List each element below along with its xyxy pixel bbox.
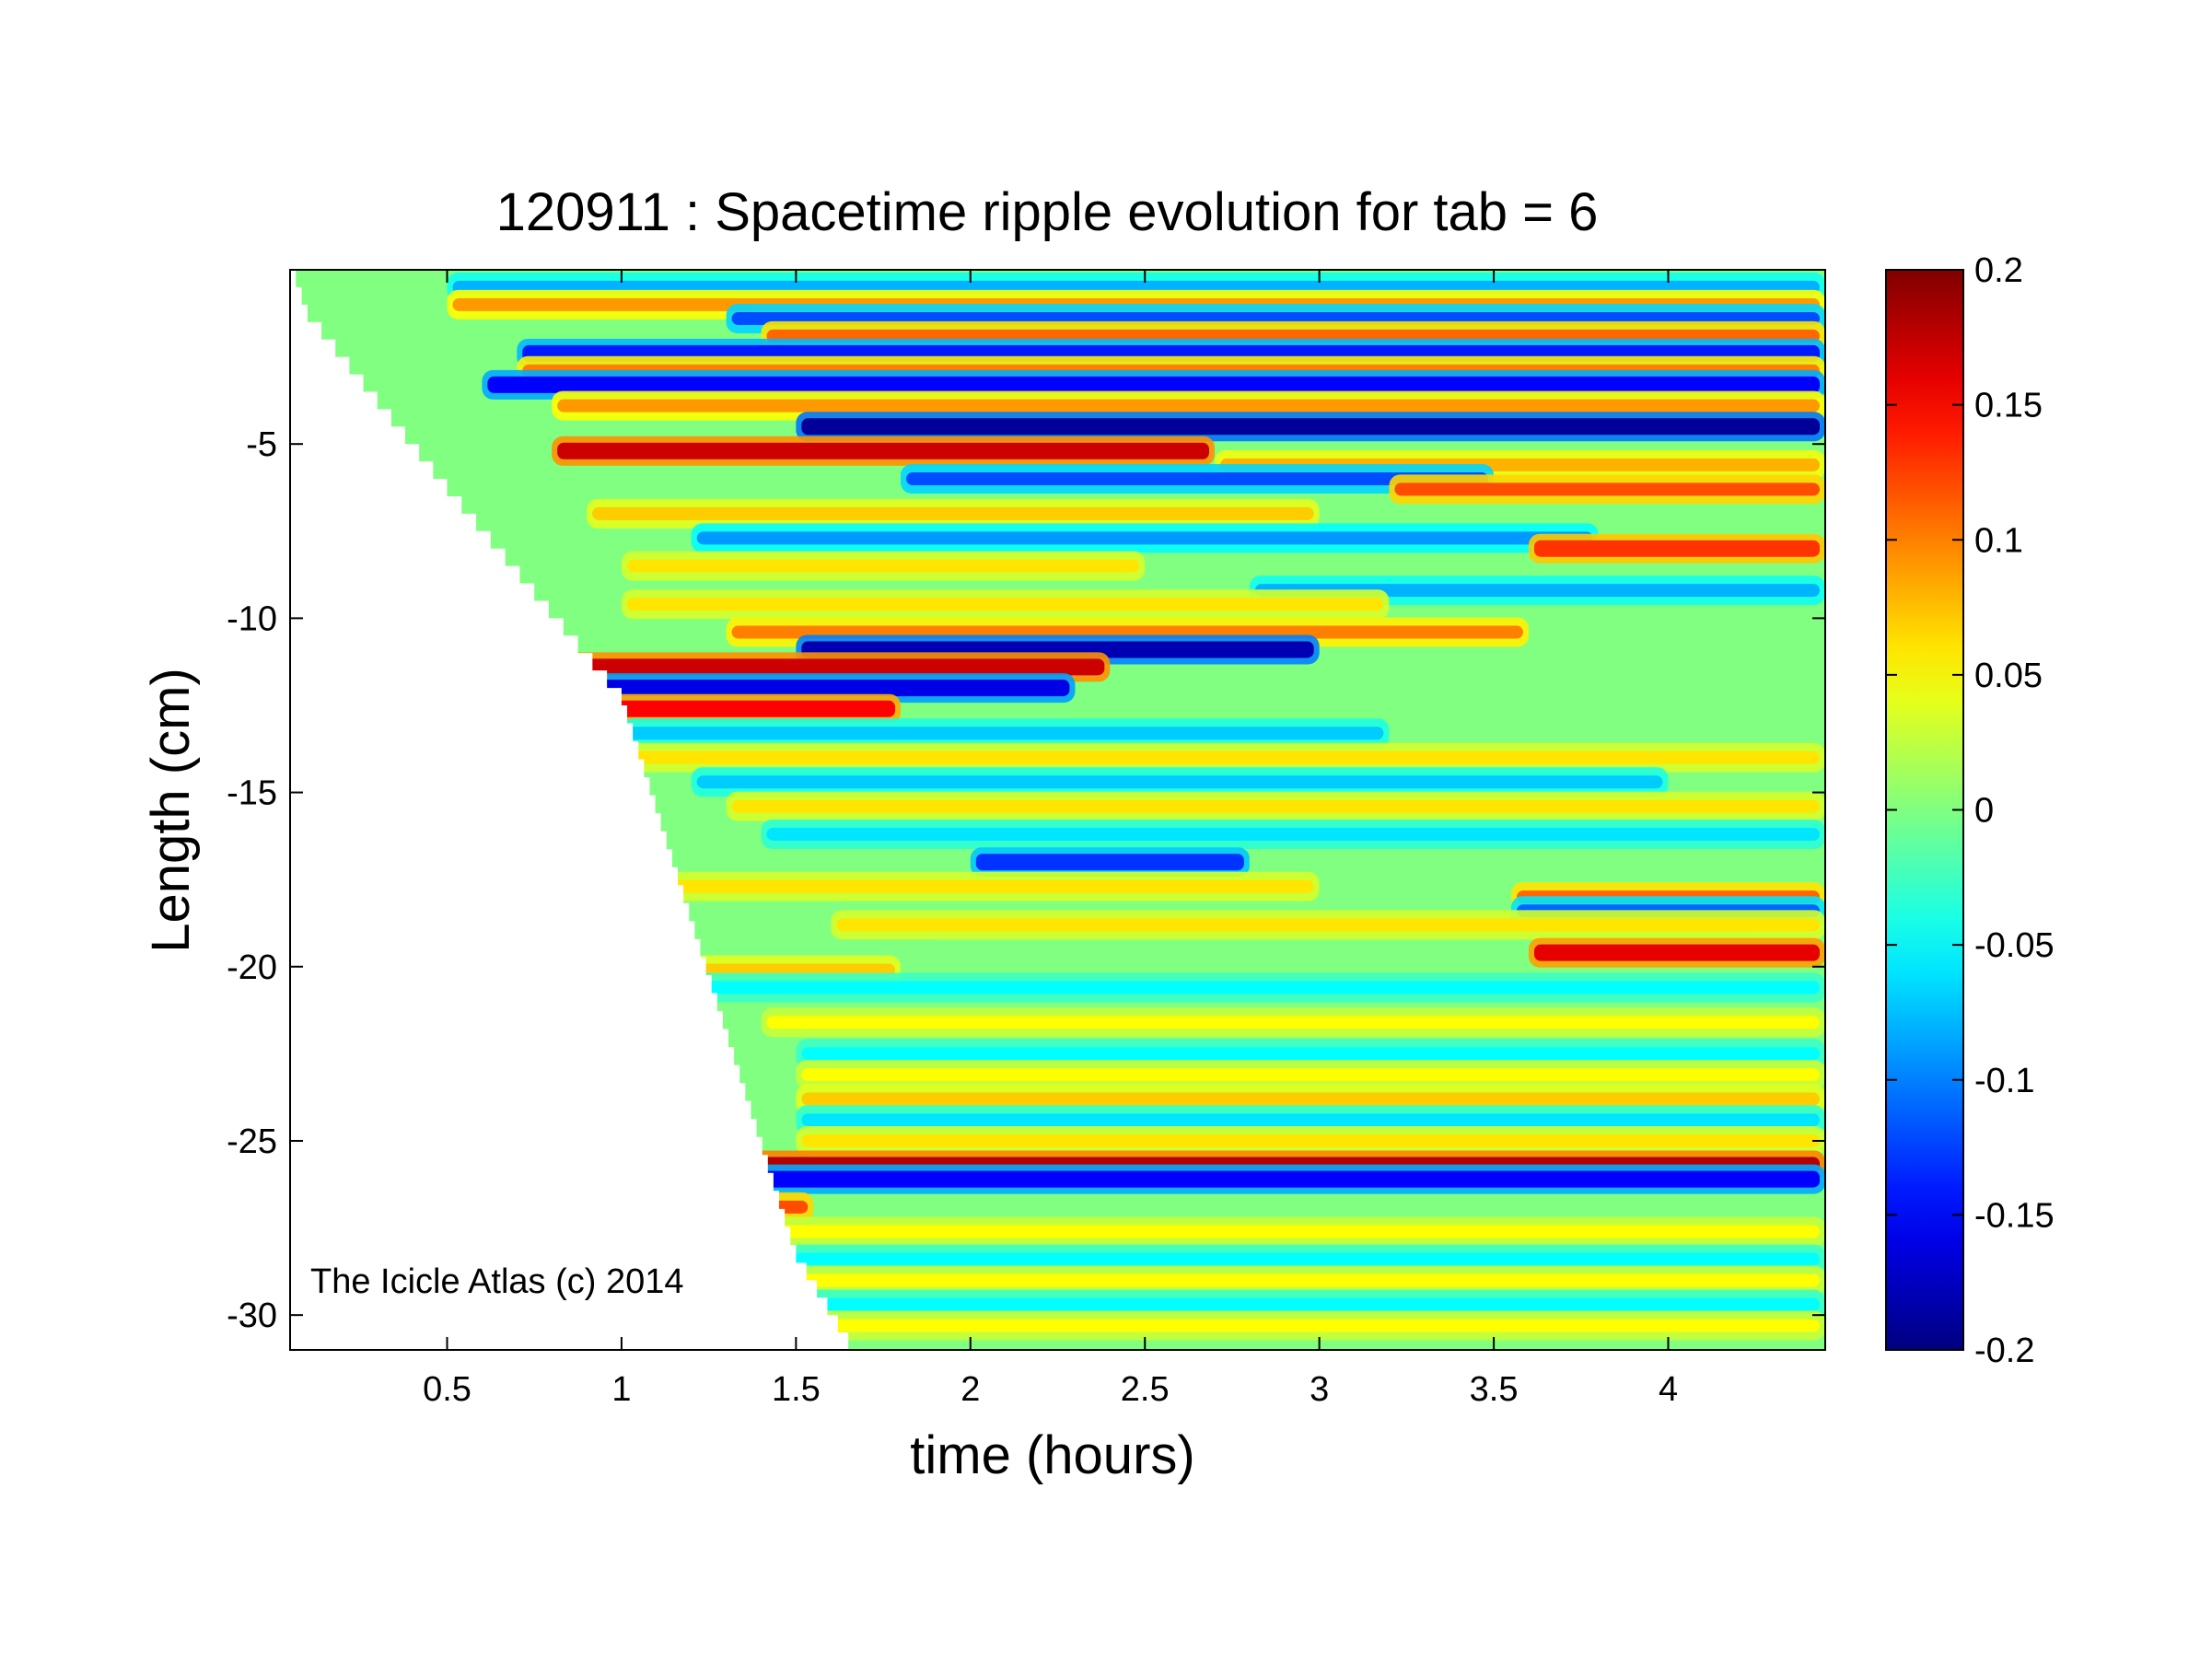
y-tick-label: -25 xyxy=(227,1122,277,1161)
ripple-band xyxy=(801,1047,1820,1061)
ripple-band xyxy=(696,775,1663,789)
ripple-band xyxy=(801,1092,1820,1106)
x-axis-ticks: 0.5 1 1.5 2 2.5 3 3.5 4 xyxy=(423,270,1678,1409)
ripple-band xyxy=(557,700,896,717)
ripple-band xyxy=(766,827,1821,841)
ripple-band xyxy=(975,854,1244,871)
ripple-band xyxy=(731,1170,1820,1188)
heatmap xyxy=(290,270,1825,1350)
ripple-band xyxy=(836,918,1820,932)
x-tick-label: 3.5 xyxy=(1470,1370,1519,1409)
ripple-band xyxy=(557,442,1209,459)
ripple-band xyxy=(696,981,1821,994)
ripple-band xyxy=(522,680,1070,697)
ripple-band xyxy=(626,879,1314,893)
colorbar-ticks: 0.2 0.15 0.1 0.05 0 -0.05 -0.1 -0.15 -0.2 xyxy=(1886,251,2055,1370)
ripple-band xyxy=(626,559,1140,573)
y-tick-label: -15 xyxy=(227,774,277,813)
ripple-band xyxy=(626,750,1821,764)
y-axis-label: Length (cm) xyxy=(141,668,201,952)
colorbar-tick-label: 0.1 xyxy=(1974,521,2023,560)
ripple-band xyxy=(592,506,1314,520)
y-tick-label: -10 xyxy=(227,599,277,638)
ripple-band xyxy=(1533,540,1820,557)
ripple-band xyxy=(731,799,1820,813)
colorbar-tick-label: -0.15 xyxy=(1974,1196,2055,1235)
y-tick-label: -20 xyxy=(227,948,277,987)
ripple-band xyxy=(906,472,1489,486)
ripple-band xyxy=(801,1273,1820,1287)
ripple-band xyxy=(766,1016,1821,1029)
colorbar-tick-label: -0.05 xyxy=(1974,926,2055,965)
x-tick-label: 2 xyxy=(960,1370,980,1409)
x-tick-label: 3 xyxy=(1310,1370,1329,1409)
chart-title: 120911 : Spacetime ripple evolution for … xyxy=(496,182,1599,242)
colorbar-tick-label: 0.2 xyxy=(1974,251,2023,290)
colorbar-tick-label: 0.05 xyxy=(1974,657,2043,695)
ripple-band xyxy=(1394,483,1820,496)
colorbar-tick-label: -0.2 xyxy=(1974,1332,2034,1370)
ripple-band xyxy=(784,1252,1820,1266)
ripple-band xyxy=(801,1297,1820,1311)
x-tick-label: 1.5 xyxy=(772,1370,821,1409)
ripple-band xyxy=(766,1225,1821,1239)
ripple-band xyxy=(801,1068,1820,1082)
y-tick-label: -30 xyxy=(227,1297,277,1335)
ripple-band xyxy=(626,727,1384,740)
x-tick-label: 0.5 xyxy=(423,1370,472,1409)
x-axis-label: time (hours) xyxy=(910,1425,1194,1485)
y-axis-ticks: -5 -10 -15 -20 -25 -30 xyxy=(227,425,1825,1335)
ripple-band xyxy=(801,418,1820,436)
ripple-band xyxy=(696,531,1593,545)
ripple-band xyxy=(819,1319,1821,1332)
ripple-band xyxy=(1254,584,1820,598)
ripple-bands xyxy=(447,272,1825,1341)
ripple-band xyxy=(1533,944,1820,961)
plot-frame xyxy=(289,269,1826,1351)
ripple-band xyxy=(522,658,1105,676)
colorbar-tick-label: 0 xyxy=(1974,792,1994,831)
colorbar-tick-label: 0.15 xyxy=(1974,387,2043,425)
no-data-wedge xyxy=(290,270,849,1350)
ripple-band xyxy=(626,598,1384,611)
colorbar xyxy=(1885,269,1964,1351)
y-tick-label: -5 xyxy=(246,425,277,464)
ripple-band xyxy=(487,376,1820,393)
ripple-band xyxy=(801,1113,1820,1127)
x-tick-label: 1 xyxy=(611,1370,631,1409)
colorbar-tick-label: -0.1 xyxy=(1974,1062,2034,1100)
watermark-text: The Icicle Atlas (c) 2014 xyxy=(310,1262,684,1301)
x-tick-label: 4 xyxy=(1659,1370,1678,1409)
ripple-band xyxy=(557,399,1820,413)
x-tick-label: 2.5 xyxy=(1121,1370,1170,1409)
ripple-band xyxy=(801,1134,1820,1147)
